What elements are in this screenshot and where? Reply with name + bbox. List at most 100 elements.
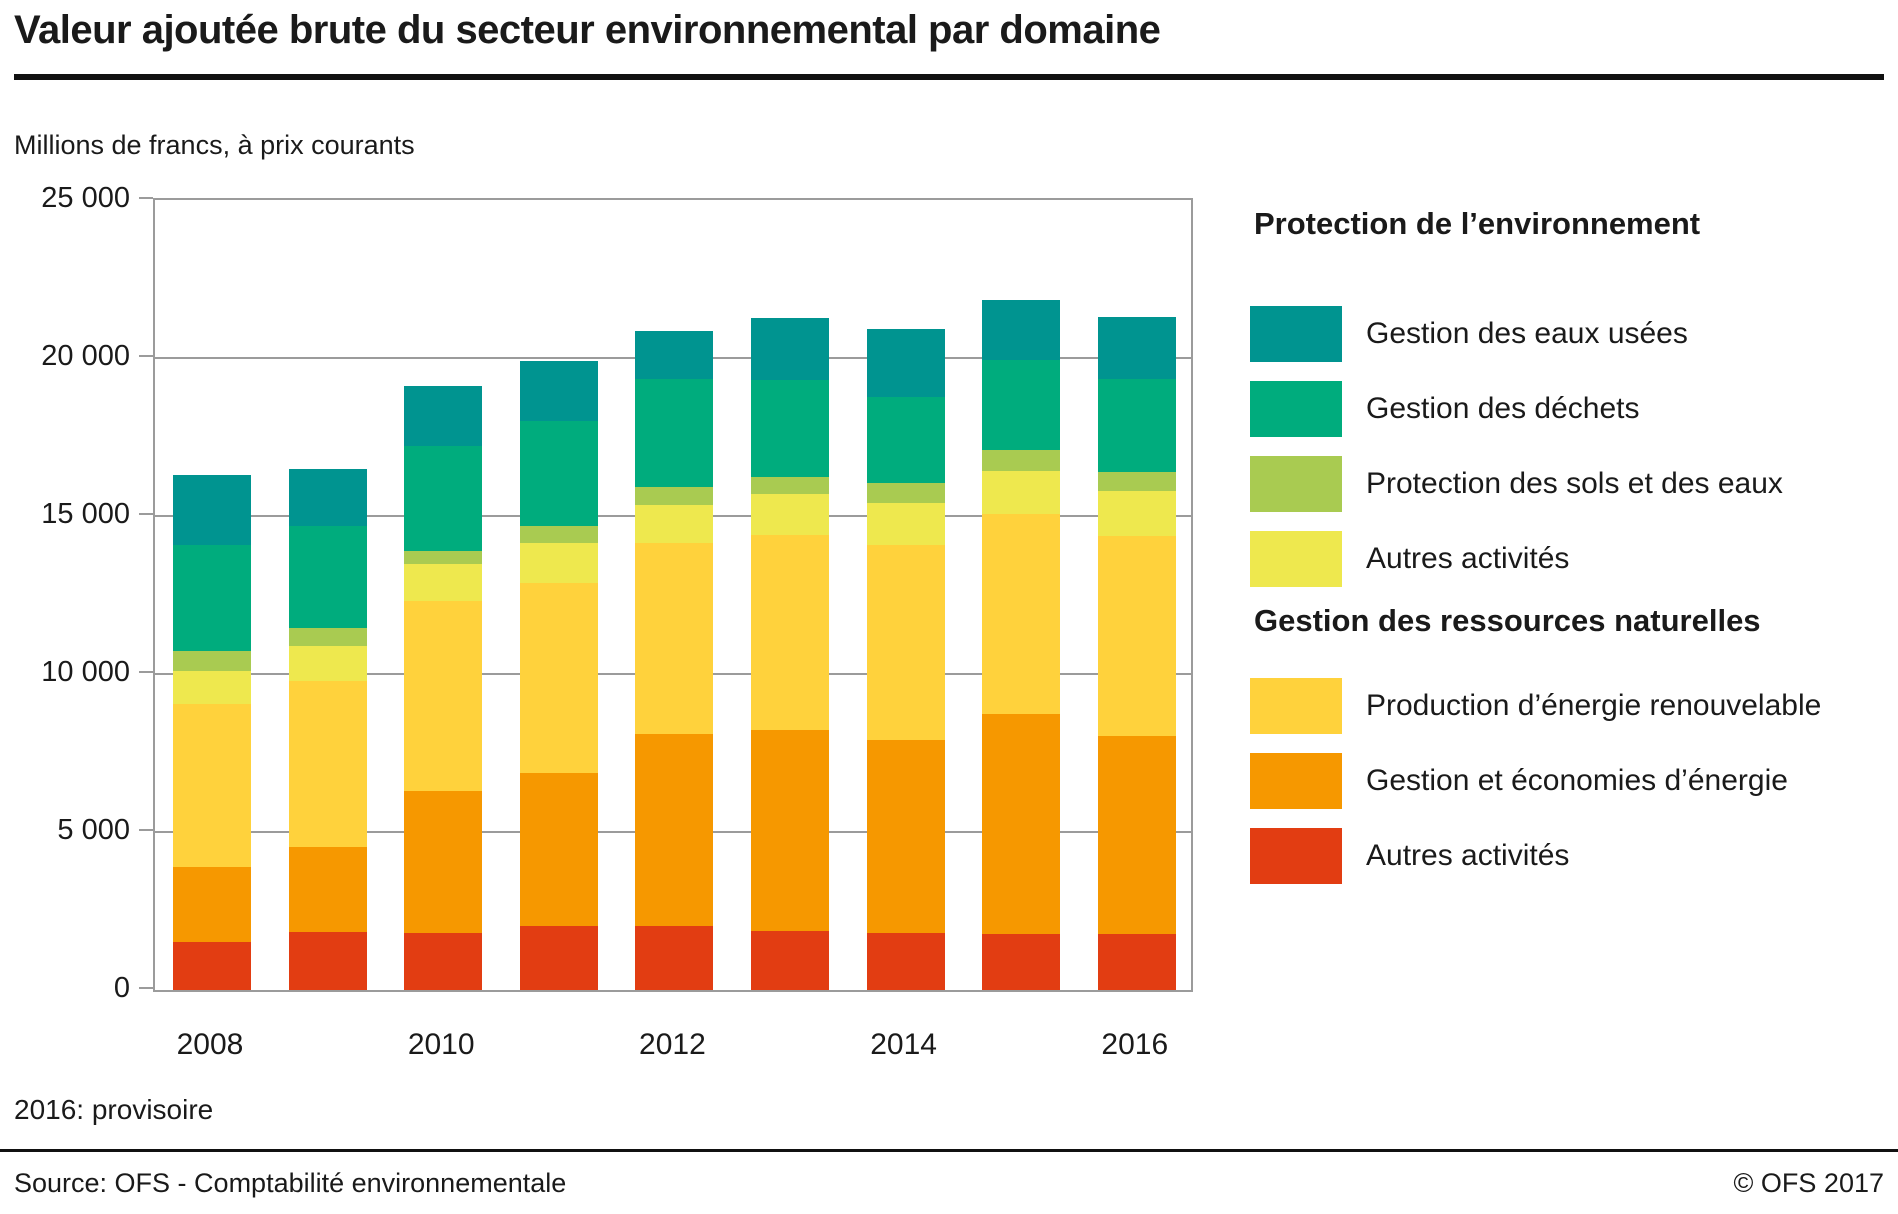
bar-2016 [1097,316,1176,990]
bar-segment-gestion-eaux-usees-2009 [288,468,367,526]
legend-label-energie-renouvelable: Production d’énergie renouvelable [1366,689,1822,722]
legend-row-autres-ressources: Autres activités [1250,828,1569,884]
bar-segment-economies-energie-2012 [635,733,714,927]
bar-segment-autres-protection-2010 [404,564,483,602]
bar-segment-economies-energie-2014 [866,740,945,933]
y-tick-mark-15000 [139,513,153,515]
bar-segment-autres-ressources-2010 [404,932,483,990]
bar-segment-gestion-dechets-2012 [635,379,714,487]
y-tick-label-10000: 10 000 [41,656,130,688]
bar-segment-protection-sols-eaux-2008 [173,651,251,672]
legend-swatch-economies-energie [1250,753,1342,809]
bar-segment-economies-energie-2011 [519,772,598,926]
bar-segment-energie-renouvelable-2008 [173,704,251,867]
legend-label-economies-energie: Gestion et économies d’énergie [1366,764,1788,797]
bar-segment-energie-renouvelable-2012 [635,542,714,734]
x-tick-label-2008: 2008 [176,1028,244,1061]
bar-segment-economies-energie-2010 [404,790,483,933]
legend-label-protection-sols-eaux: Protection des sols et des eaux [1366,467,1783,500]
bar-segment-autres-ressources-2016 [1097,933,1176,990]
bar-segment-energie-renouvelable-2016 [1097,535,1176,736]
y-tick-mark-5000 [139,829,153,831]
bar-2010 [404,386,483,990]
bar-segment-protection-sols-eaux-2011 [519,525,598,543]
bar-segment-economies-energie-2013 [751,729,829,932]
bar-segment-gestion-eaux-usees-2011 [519,361,598,422]
copyright-text: © OFS 2017 [1733,1168,1884,1198]
bar-segment-gestion-eaux-usees-2010 [404,386,483,446]
x-tick-label-2016: 2016 [1101,1028,1169,1061]
y-tick-mark-10000 [139,671,153,673]
bar-segment-gestion-dechets-2008 [173,545,251,652]
bar-segment-protection-sols-eaux-2013 [751,476,829,494]
legend-row-protection-sols-eaux: Protection des sols et des eaux [1250,456,1783,512]
bar-segment-gestion-dechets-2010 [404,445,483,552]
bar-segment-autres-ressources-2009 [288,931,367,990]
bar-segment-energie-renouvelable-2009 [288,680,367,847]
legend-swatch-energie-renouvelable [1250,678,1342,734]
legend-swatch-autres-ressources [1250,828,1342,884]
bar-segment-autres-protection-2015 [982,471,1061,515]
bar-segment-gestion-eaux-usees-2015 [982,299,1061,361]
bar-segment-energie-renouvelable-2014 [866,544,945,741]
y-tick-mark-20000 [139,355,153,357]
legend-row-gestion-eaux-usees: Gestion des eaux usées [1250,306,1688,362]
chart-unit-label: Millions de francs, à prix courants [14,130,415,160]
legend-row-energie-renouvelable: Production d’énergie renouvelable [1250,678,1821,734]
provisional-note: 2016: provisoire [14,1094,214,1125]
y-tick-mark-0 [139,987,153,989]
x-tick-label-2012: 2012 [639,1028,706,1061]
bar-segment-autres-ressources-2012 [635,926,714,990]
bar-segment-autres-protection-2008 [173,671,251,705]
source-text: Source: OFS - Comptabilité environnement… [14,1168,567,1198]
bar-segment-autres-ressources-2014 [866,932,945,990]
bar-segment-economies-energie-2015 [982,714,1061,934]
bar-2012 [635,331,714,990]
legend-row-economies-energie: Gestion et économies d’énergie [1250,753,1788,809]
bar-segment-economies-energie-2008 [173,866,251,942]
legend-row-autres-protection: Autres activités [1250,531,1569,587]
bar-segment-gestion-eaux-usees-2014 [866,329,945,397]
title-divider [14,74,1884,80]
page-title: Valeur ajoutée brute du secteur environn… [14,8,1161,52]
legend-swatch-gestion-eaux-usees [1250,306,1342,362]
x-tick-label-2010: 2010 [407,1028,475,1061]
y-tick-label-15000: 15 000 [41,498,130,530]
legend-row-gestion-dechets: Gestion des déchets [1250,381,1640,437]
y-tick-label-5000: 5 000 [57,814,130,846]
bar-segment-economies-energie-2009 [288,846,367,932]
x-tick-label-2014: 2014 [870,1028,937,1061]
bar-2009 [288,468,367,990]
bar-segment-gestion-dechets-2009 [288,525,367,628]
bar-2011 [519,361,598,990]
bar-segment-protection-sols-eaux-2012 [635,486,714,505]
legend-group-title-0: Protection de l’environnement [1254,206,1701,241]
bar-2014 [866,329,945,990]
legend-group-title-1: Gestion des ressources naturelles [1254,603,1761,638]
legend-swatch-autres-protection [1250,531,1342,587]
bar-segment-energie-renouvelable-2011 [519,583,598,773]
bar-segment-autres-protection-2014 [866,502,945,545]
bar-segment-gestion-dechets-2016 [1097,379,1176,472]
bar-segment-autres-protection-2009 [288,645,367,681]
bar-2008 [173,475,251,990]
bar-segment-energie-renouvelable-2013 [751,534,829,730]
legend-swatch-protection-sols-eaux [1250,456,1342,512]
footer-divider [0,1149,1898,1152]
bar-segment-autres-protection-2013 [751,493,829,535]
bar-segment-protection-sols-eaux-2014 [866,482,945,503]
bar-segment-protection-sols-eaux-2016 [1097,471,1176,492]
y-tick-label-20000: 20 000 [41,340,130,372]
bar-segment-autres-ressources-2013 [751,931,829,990]
bar-segment-autres-protection-2016 [1097,491,1176,536]
bar-segment-gestion-dechets-2013 [751,380,829,477]
stacked-bar-plot-area [153,198,1193,992]
bar-segment-protection-sols-eaux-2015 [982,450,1061,472]
legend-label-autres-protection: Autres activités [1366,542,1570,575]
bar-segment-protection-sols-eaux-2010 [404,551,483,565]
bar-segment-gestion-dechets-2011 [519,421,598,526]
y-tick-label-25000: 25 000 [41,182,130,214]
y-tick-mark-25000 [139,197,153,199]
bar-segment-autres-ressources-2011 [519,925,598,990]
